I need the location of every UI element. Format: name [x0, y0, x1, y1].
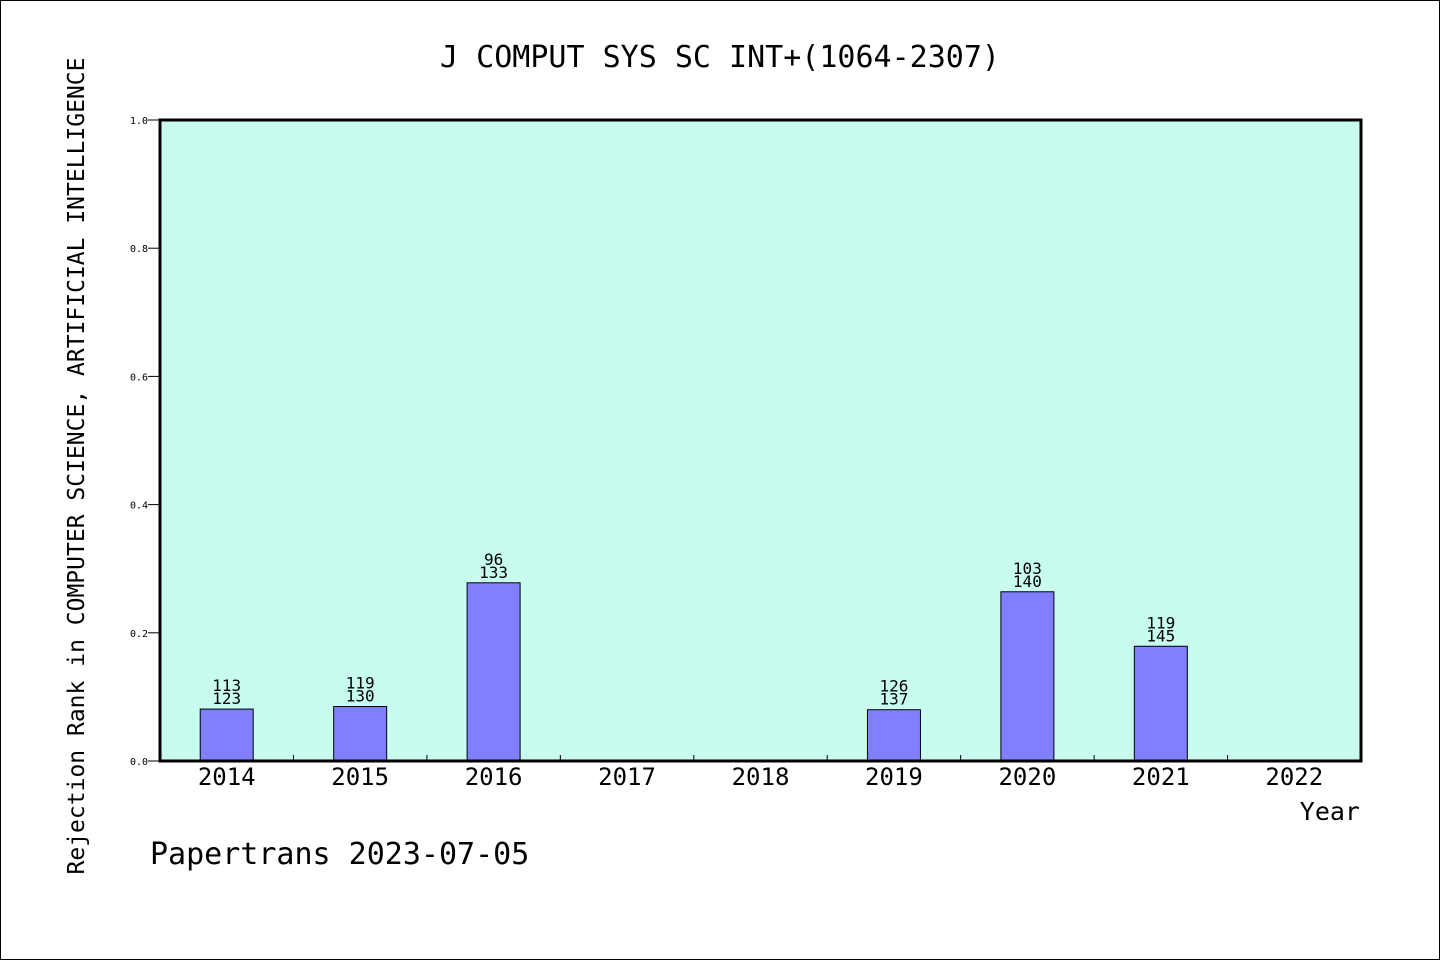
- x-tick-label: 2018: [732, 763, 790, 791]
- plot-border: [158, 118, 1363, 763]
- bar: [466, 582, 521, 762]
- x-tick-label: 2022: [1265, 763, 1323, 791]
- y-tick-label: 0.8: [130, 244, 148, 255]
- y-tick-label: 1.0: [130, 116, 148, 127]
- y-tick-label: 0.6: [130, 372, 148, 383]
- x-tick-label: 2015: [331, 763, 389, 791]
- bar-label-bottom: 123: [212, 689, 241, 708]
- bar-label-bottom: 140: [1013, 572, 1042, 591]
- bar-label-top: 126: [879, 677, 908, 696]
- footer-text: Papertrans 2023-07-05: [150, 837, 529, 872]
- bar: [333, 706, 388, 762]
- y-tick-label: 0.2: [130, 629, 148, 640]
- y-tick-label: 0.4: [130, 501, 148, 512]
- bar-label-top: 96: [484, 550, 503, 569]
- x-tick-label: 2021: [1132, 763, 1190, 791]
- chart-title: J COMPUT SYS SC INT+(1064-2307): [440, 40, 1000, 75]
- x-axis-label: Year: [1300, 797, 1360, 826]
- bar-label-bottom: 137: [879, 690, 908, 709]
- bar-label-bottom: 145: [1146, 626, 1175, 645]
- bar: [866, 709, 921, 762]
- bar: [199, 708, 254, 762]
- bar-label-top: 113: [212, 676, 241, 695]
- x-tick-label: 2014: [198, 763, 256, 791]
- x-tick-label: 2017: [598, 763, 656, 791]
- y-tick-label: 0.0: [130, 757, 148, 768]
- x-tick-label: 2020: [998, 763, 1056, 791]
- bar-label-top: 103: [1013, 559, 1042, 578]
- plot-area: 0.00.20.40.60.81.01131232014119130201596…: [130, 116, 1363, 791]
- x-tick-label: 2016: [465, 763, 523, 791]
- bar: [1133, 645, 1188, 762]
- x-tick-label: 2019: [865, 763, 923, 791]
- y-axis-label: Rejection Rank in COMPUTER SCIENCE, ARTI…: [64, 58, 90, 875]
- bar-label-top: 119: [346, 674, 375, 693]
- bar: [1000, 591, 1055, 762]
- bar-label-bottom: 133: [479, 563, 508, 582]
- bar-label-bottom: 130: [346, 687, 375, 706]
- bar-label-top: 119: [1146, 613, 1175, 632]
